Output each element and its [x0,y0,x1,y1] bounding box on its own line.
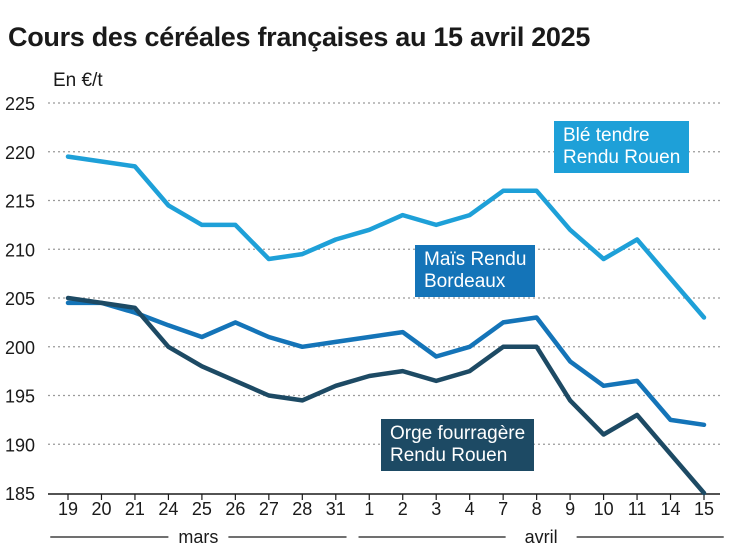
x-tick-label: 2 [398,499,408,519]
x-tick-label: 21 [125,499,145,519]
series-label-line: Orge fourragère [390,423,526,444]
x-tick-label: 25 [192,499,212,519]
x-tick-label: 7 [498,499,508,519]
y-tick-label: 200 [5,338,35,358]
x-tick-label: 14 [661,499,681,519]
series-line-0 [65,154,707,320]
x-tick-label: 27 [259,499,279,519]
y-tick-label: 205 [5,289,35,309]
month-label: mars [178,527,218,547]
series-label-line: Maïs Rendu [424,249,527,270]
x-tick-label: 4 [465,499,475,519]
y-tick-label: 220 [5,143,35,163]
x-tick-label: 31 [326,499,346,519]
x-tick-label: 20 [91,499,111,519]
series-line-1 [65,300,707,428]
x-tick-label: 11 [628,499,647,519]
y-tick-label: 225 [5,94,35,114]
series-line-2 [65,295,707,496]
x-tick-label: 24 [158,499,178,519]
series-label-orge: Orge fourragère Rendu Rouen [381,419,535,471]
series-label-line: Bordeaux [424,271,506,292]
series-label-mais: Maïs Rendu Bordeaux [415,245,536,297]
series-label-line: Rendu Rouen [563,147,681,168]
y-tick-label: 215 [5,192,35,212]
chart-title: Cours des céréales françaises au 15 avri… [8,22,591,52]
x-tick-label: 26 [225,499,245,519]
x-tick-label: 9 [565,499,575,519]
month-label: avril [525,527,558,547]
x-tick-label: 28 [292,499,312,519]
series-label-ble: Blé tendre Rendu Rouen [554,121,690,173]
y-tick-label: 190 [5,435,35,455]
x-tick-label: 10 [594,499,614,519]
y-axis-label: En €/t [53,70,103,91]
x-tick-label: 8 [532,499,542,519]
y-tick-label: 195 [5,387,35,407]
x-tick-label: 1 [364,499,374,519]
series-label-line: Rendu Rouen [390,445,508,466]
y-tick-label: 210 [5,240,35,260]
x-tick-label: 19 [58,499,78,519]
x-tick-label: 15 [694,499,714,519]
x-tick-label: 3 [431,499,441,519]
series-label-line: Blé tendre [563,125,650,146]
y-tick-label: 185 [5,484,35,504]
